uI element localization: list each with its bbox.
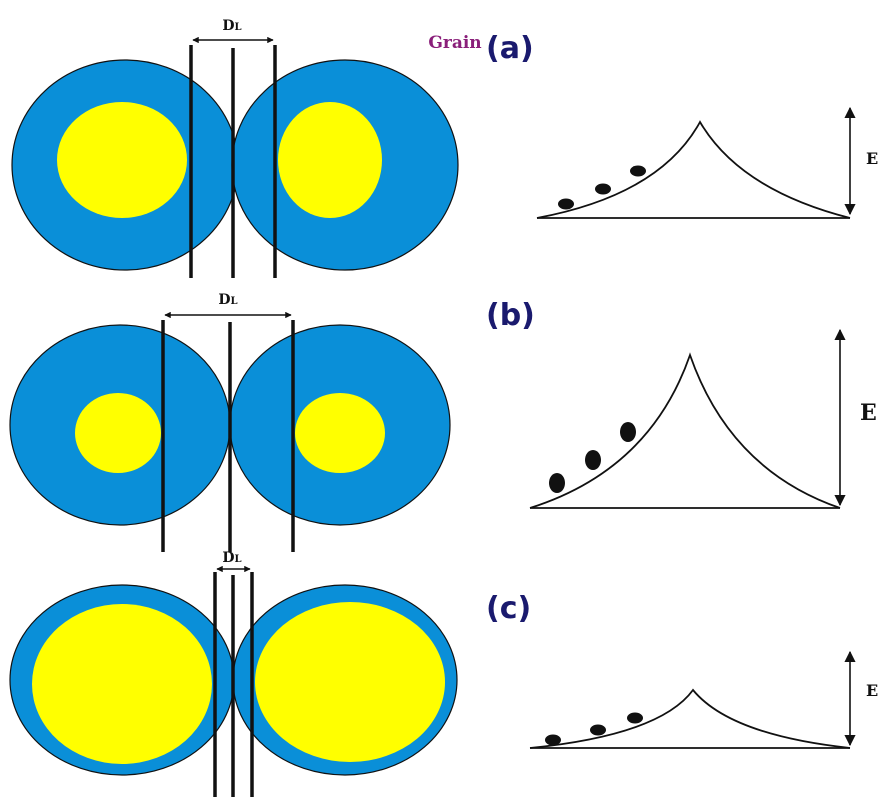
electron <box>549 473 565 493</box>
panel-label: (c) <box>486 591 531 626</box>
electron <box>558 199 574 210</box>
core <box>255 602 445 762</box>
electron <box>630 166 646 177</box>
core <box>32 604 212 764</box>
panel-a: DL Grain (a) E <box>12 18 878 278</box>
panel-label: (b) <box>486 298 535 333</box>
diagram: DL Grain (a) E DL (b) E DL (c) E <box>0 0 889 797</box>
panel-c: DL (c) E <box>10 550 878 797</box>
dl-label: DL <box>222 18 241 34</box>
energy-label: E <box>866 681 878 700</box>
electron <box>627 713 643 724</box>
electron <box>595 184 611 195</box>
electron <box>590 725 606 736</box>
core <box>57 102 187 218</box>
panel-b: DL (b) E <box>10 292 877 552</box>
electron <box>620 422 636 442</box>
grain-label: Grain <box>428 33 481 53</box>
core <box>278 102 382 218</box>
barrier-curve <box>537 122 850 218</box>
energy-label: E <box>866 149 878 168</box>
core <box>295 393 385 473</box>
core <box>75 393 161 473</box>
electron <box>585 450 601 470</box>
energy-label: E <box>860 400 877 426</box>
barrier-curve <box>530 355 840 508</box>
panel-label: (a) <box>486 31 534 66</box>
dl-label: DL <box>218 292 237 308</box>
barrier-curve <box>530 690 850 748</box>
dl-label: DL <box>222 550 241 566</box>
electron <box>545 735 561 746</box>
